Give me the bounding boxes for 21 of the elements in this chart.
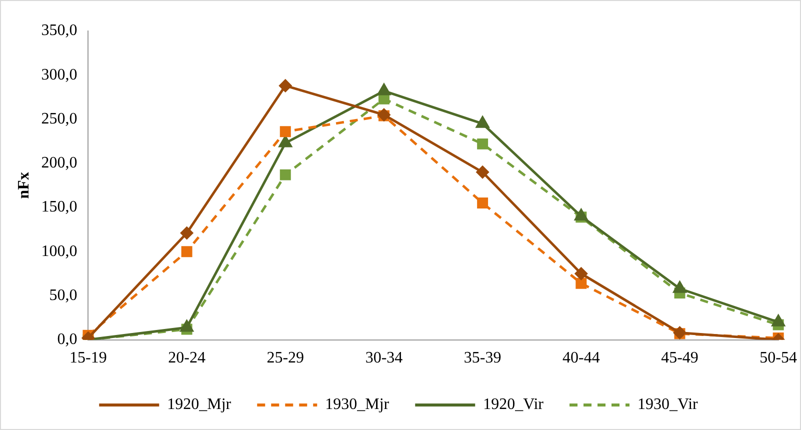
y-tick-label: 50,0 xyxy=(49,286,78,304)
x-tick-label: 30-34 xyxy=(365,350,403,367)
x-tick-label: 50-54 xyxy=(760,350,797,367)
y-tick-label: 300,0 xyxy=(41,66,78,84)
y-tick-label: 350,0 xyxy=(41,22,78,40)
x-tick-label: 20-24 xyxy=(168,350,206,367)
x-tick-label: 25-29 xyxy=(266,350,304,367)
y-tick-label: 100,0 xyxy=(41,242,78,260)
x-tick-label: 15-19 xyxy=(70,350,107,367)
legend-label: 1930_Mjr xyxy=(325,396,390,414)
legend-label: 1920_Mjr xyxy=(167,396,232,414)
y-tick-label: 250,0 xyxy=(41,110,78,128)
x-tick-label: 35-39 xyxy=(464,350,502,367)
y-axis-title: nFx xyxy=(16,172,33,199)
x-tick-label: 45-49 xyxy=(661,350,698,367)
legend-label: 1920_Vir xyxy=(483,396,544,414)
y-tick-label: 200,0 xyxy=(41,154,78,172)
x-tick-label: 40-44 xyxy=(562,350,600,367)
y-tick-label: 0,0 xyxy=(57,331,78,348)
y-tick-label: 150,0 xyxy=(41,198,78,216)
legend-label: 1930_Vir xyxy=(638,396,699,414)
